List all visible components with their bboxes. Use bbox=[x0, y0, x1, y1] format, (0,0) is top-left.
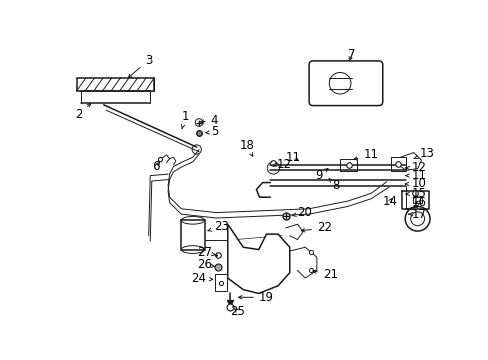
Bar bbox=[390, 157, 405, 171]
Text: 13: 13 bbox=[413, 147, 433, 160]
Text: 22: 22 bbox=[301, 221, 331, 234]
Text: 25: 25 bbox=[230, 305, 244, 318]
Bar bbox=[340, 159, 356, 171]
Text: 27: 27 bbox=[196, 246, 215, 259]
Text: 10: 10 bbox=[405, 177, 426, 190]
Text: 20: 20 bbox=[291, 206, 312, 219]
Text: 15: 15 bbox=[405, 187, 426, 200]
Text: 11: 11 bbox=[285, 150, 300, 164]
Text: 23: 23 bbox=[207, 220, 228, 233]
Text: 1: 1 bbox=[181, 110, 188, 129]
Polygon shape bbox=[227, 224, 289, 293]
Text: 3: 3 bbox=[128, 54, 152, 78]
Bar bbox=[214, 274, 226, 291]
Text: 2: 2 bbox=[75, 104, 91, 121]
Text: 24: 24 bbox=[191, 271, 212, 284]
Text: 7: 7 bbox=[347, 48, 355, 61]
Text: 16: 16 bbox=[410, 196, 426, 209]
Text: 19: 19 bbox=[238, 291, 273, 304]
Text: 18: 18 bbox=[239, 139, 254, 156]
Text: 12: 12 bbox=[405, 161, 426, 175]
Text: 8: 8 bbox=[328, 179, 339, 192]
Text: 6: 6 bbox=[152, 160, 160, 173]
Text: 21: 21 bbox=[312, 268, 337, 281]
Bar bbox=[181, 220, 204, 249]
Text: 17: 17 bbox=[408, 208, 426, 221]
Text: 11: 11 bbox=[353, 148, 378, 161]
Text: 12: 12 bbox=[272, 158, 291, 171]
Text: 14: 14 bbox=[382, 194, 397, 208]
Text: 9: 9 bbox=[315, 168, 327, 182]
Text: 11: 11 bbox=[405, 169, 426, 182]
Text: 5: 5 bbox=[205, 125, 218, 138]
Bar bbox=[412, 197, 422, 203]
Text: 26: 26 bbox=[196, 258, 214, 271]
Text: 4: 4 bbox=[200, 114, 218, 127]
